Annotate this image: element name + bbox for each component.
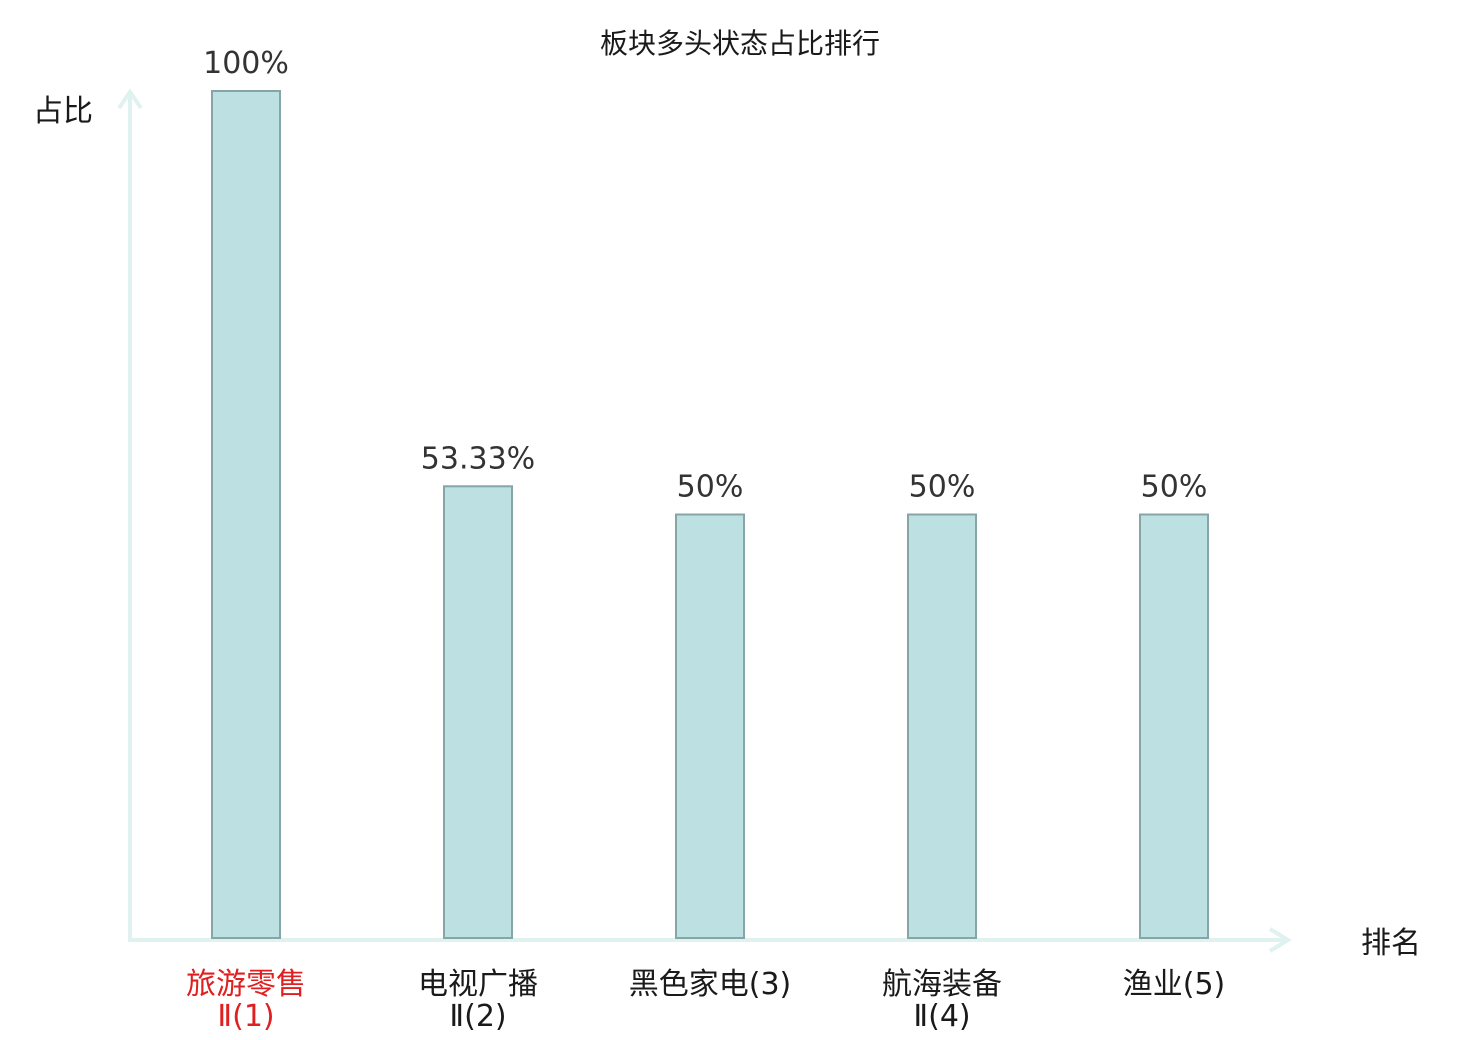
bar-value-label: 50% <box>909 470 976 505</box>
category-label: 黑色家电(3) <box>629 967 792 1002</box>
category-label-line2: Ⅱ(4) <box>913 999 970 1034</box>
chart-title: 板块多头状态占比排行 <box>600 27 880 60</box>
y-axis-label: 占比 <box>33 94 93 129</box>
bar <box>675 513 745 939</box>
bar-value-label: 50% <box>677 470 744 505</box>
bar <box>211 90 281 939</box>
bar-value-label: 50% <box>1141 470 1208 505</box>
bar <box>443 485 513 939</box>
bar-value-label: 53.33% <box>421 441 535 476</box>
category-label: 旅游零售 <box>186 967 306 1002</box>
bar-value-label: 100% <box>203 46 289 81</box>
category-label-line2: Ⅱ(1) <box>217 999 274 1034</box>
category-label: 电视广播 <box>418 967 538 1002</box>
bar <box>907 513 977 939</box>
bars <box>211 90 1209 939</box>
value-labels: 100% 53.33% 50% 50% 50% <box>203 46 1207 505</box>
category-label-line2: Ⅱ(2) <box>449 999 506 1034</box>
x-axis-label: 排名 <box>1361 926 1421 961</box>
category-label: 航海装备 <box>882 967 1002 1002</box>
y-axis-arrow-icon <box>117 88 143 110</box>
category-label: 渔业(5) <box>1123 967 1226 1002</box>
bar <box>1139 513 1209 939</box>
axes <box>117 88 1292 953</box>
x-axis-arrow-icon <box>1268 927 1292 953</box>
